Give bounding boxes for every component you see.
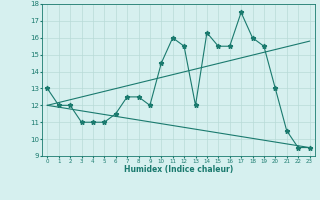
X-axis label: Humidex (Indice chaleur): Humidex (Indice chaleur) [124, 165, 233, 174]
